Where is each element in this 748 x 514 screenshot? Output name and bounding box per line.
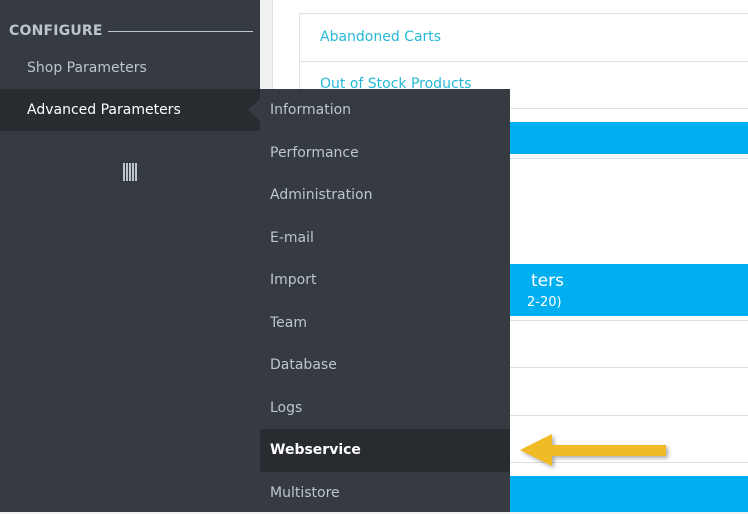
submenu-item-webservice[interactable]: Webservice (260, 429, 510, 472)
submenu-item-multistore[interactable]: Multistore (260, 472, 510, 514)
submenu-item-email[interactable]: E-mail (260, 217, 510, 260)
submenu-item-information[interactable]: Information (260, 89, 510, 132)
active-notch (248, 99, 260, 121)
sidebar-item-advanced-parameters[interactable]: Advanced Parameters (0, 89, 260, 131)
divider (108, 31, 253, 32)
submenu-item-administration[interactable]: Administration (260, 174, 510, 217)
arrow-left-icon (516, 432, 676, 472)
submenu-item-database[interactable]: Database (260, 344, 510, 387)
sidebar: CONFIGURE Shop Parameters Advanced Param… (0, 0, 260, 512)
panel-title: ters (531, 271, 564, 291)
panel-subtitle: 2-20) (527, 295, 562, 310)
section-heading: CONFIGURE (9, 23, 103, 39)
submenu-item-logs[interactable]: Logs (260, 387, 510, 430)
submenu-item-performance[interactable]: Performance (260, 132, 510, 175)
submenu-item-import[interactable]: Import (260, 259, 510, 302)
list-item: Abandoned Carts (299, 13, 748, 61)
collapse-bars-icon[interactable] (123, 163, 137, 181)
abandoned-carts-link[interactable]: Abandoned Carts (320, 29, 441, 45)
submenu: Information Performance Administration E… (260, 89, 510, 512)
sidebar-item-shop-parameters[interactable]: Shop Parameters (0, 47, 260, 89)
submenu-item-team[interactable]: Team (260, 302, 510, 345)
